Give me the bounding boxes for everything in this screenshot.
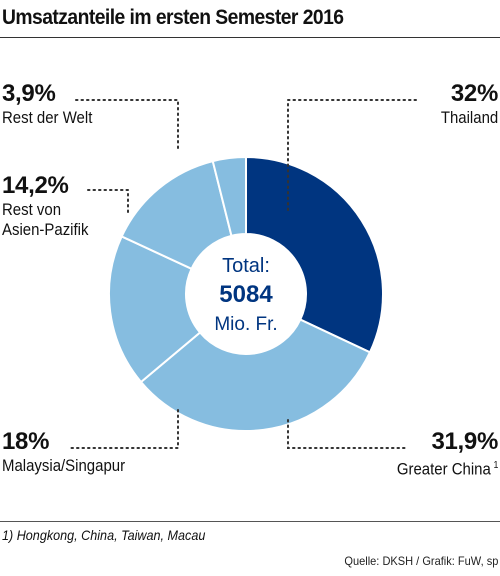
label-malaysia-singapur: 18% Malaysia/Singapur xyxy=(2,428,142,476)
value-label-greater-china: 31,9% xyxy=(431,428,498,455)
slice-thailand xyxy=(245,155,384,354)
leader-greater-china xyxy=(287,419,409,449)
label-greater-china: 31,9% Greater China 1 xyxy=(383,428,498,480)
leader-rest-der-welt xyxy=(75,99,179,151)
category-label-rest-asien-pazifik-line2: Asien-Pazifik xyxy=(2,220,89,239)
value-label-thailand: 32% xyxy=(450,80,498,107)
chart-title: Umsatzanteile im ersten Semester 2016 xyxy=(2,6,344,29)
label-thailand: 32% Thailand xyxy=(433,80,499,128)
footnote-rule xyxy=(0,521,500,522)
category-label-greater-china: Greater China xyxy=(396,459,491,479)
slice-malaysia-singapur xyxy=(108,235,202,384)
center-total-label: Total: xyxy=(222,255,270,277)
center-total-unit: Mio. Fr. xyxy=(214,314,277,335)
leader-rest-asien-pazifik xyxy=(87,189,129,216)
slice-rest-der-welt xyxy=(211,155,247,238)
category-label-greater-china-wrap: Greater China 1 xyxy=(396,456,498,480)
category-label-rest-asien-pazifik-line1: Rest von xyxy=(2,200,62,219)
footnote: 1) Hongkong, China, Taiwan, Macau xyxy=(2,527,206,543)
value-label-malaysia-singapur: 18% xyxy=(2,428,50,455)
footnote-marker: 1 xyxy=(493,460,498,471)
value-label-rest-der-welt: 3,9% xyxy=(2,80,56,107)
slice-greater-china xyxy=(139,318,372,432)
leader-thailand xyxy=(287,99,419,211)
category-label-thailand: Thailand xyxy=(440,108,498,127)
value-label-rest-asien-pazifik: 14,2% xyxy=(2,172,69,199)
source-credit: Quelle: DKSH / Grafik: FuW, sp xyxy=(344,554,498,568)
title-rule xyxy=(0,37,500,38)
label-rest-asien-pazifik: 14,2% Rest von Asien-Pazifik xyxy=(2,172,100,240)
category-label-rest-der-welt: Rest der Welt xyxy=(2,108,93,127)
category-label-malaysia-singapur: Malaysia/Singapur xyxy=(2,456,126,475)
label-rest-der-welt: 3,9% Rest der Welt xyxy=(2,80,105,128)
center-total-value: 5084 xyxy=(219,281,273,308)
leader-malaysia-singapur xyxy=(69,409,179,449)
